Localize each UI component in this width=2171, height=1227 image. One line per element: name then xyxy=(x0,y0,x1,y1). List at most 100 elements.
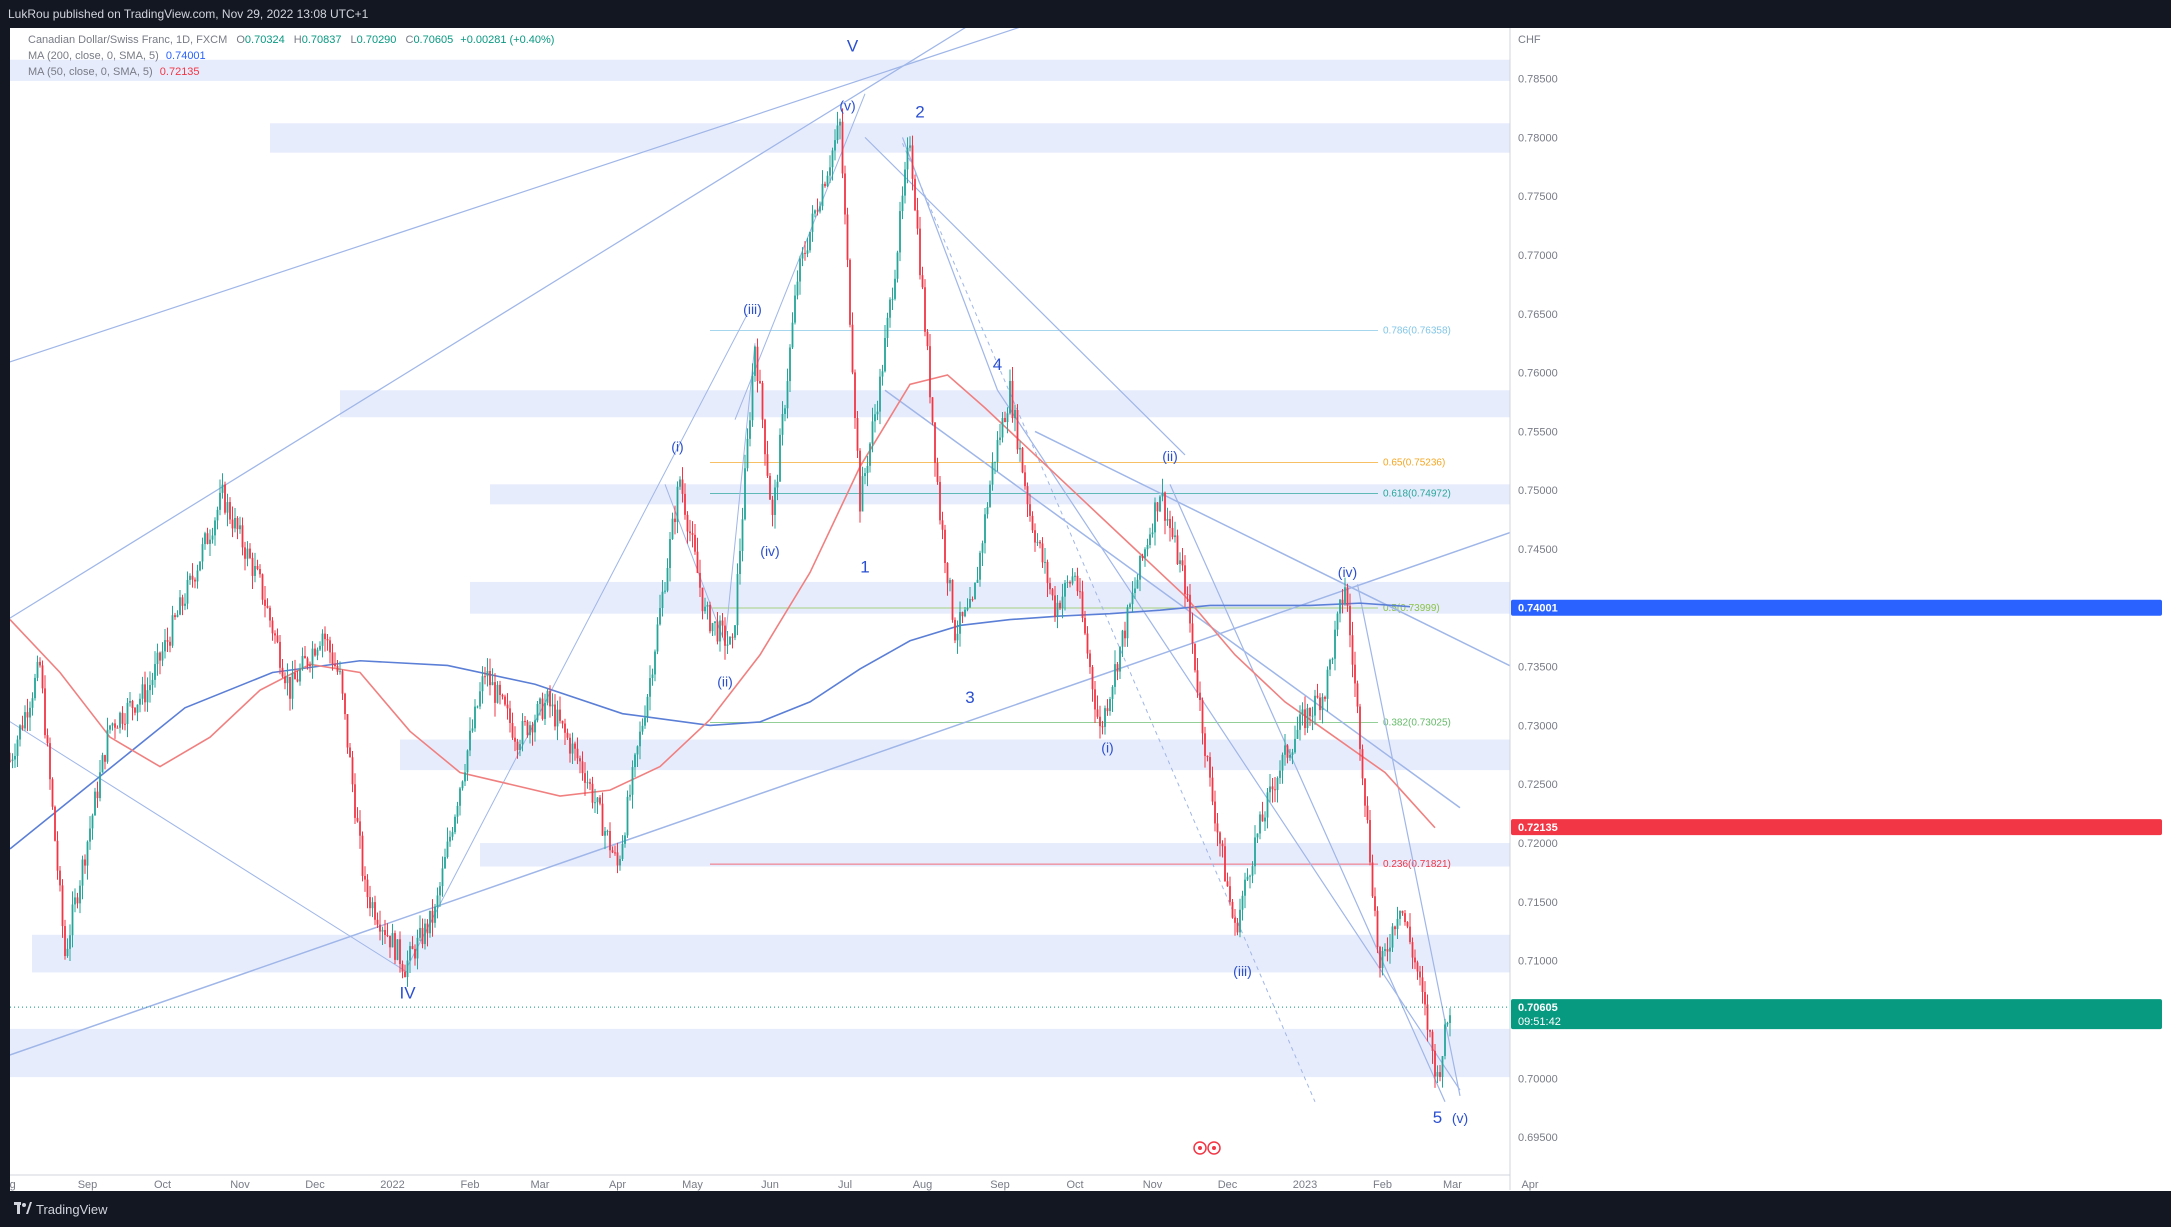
candle-body xyxy=(736,574,739,626)
candle-body xyxy=(881,371,884,377)
candle-body xyxy=(84,859,86,866)
candle-body xyxy=(1061,596,1064,609)
trend-line xyxy=(902,143,1316,1102)
candle-body xyxy=(826,175,829,187)
candle-body xyxy=(1289,754,1291,758)
candle-body xyxy=(516,741,519,751)
candle-body xyxy=(766,454,769,476)
x-tick-label: May xyxy=(682,1179,703,1191)
y-tick-label: 0.71000 xyxy=(1518,956,1558,968)
candle-body xyxy=(179,597,181,615)
candle-body xyxy=(144,684,146,703)
published-info: LukRou published on TradingView.com, Nov… xyxy=(8,7,369,21)
candle-body xyxy=(204,533,206,545)
wave-labels: V (v) 2 (iii) 4 (i) (ii) (iv) 1 (iv) (ii) 3 (i) (iii)… xyxy=(399,37,1468,1127)
candle-body xyxy=(679,479,681,487)
candle-body xyxy=(1441,1056,1444,1077)
trend-line xyxy=(724,343,756,644)
candle-body xyxy=(1229,886,1231,902)
candle-body xyxy=(536,703,539,721)
candle-body xyxy=(504,696,506,705)
candle-body xyxy=(229,502,231,520)
candle-body xyxy=(461,781,464,789)
candle-body xyxy=(74,897,76,905)
candle-body xyxy=(591,783,594,803)
candle-body xyxy=(251,557,254,576)
candle-body xyxy=(769,475,771,500)
candle-body xyxy=(369,897,371,909)
candle-body xyxy=(321,633,324,646)
candle-body xyxy=(689,531,691,534)
candle-body xyxy=(911,145,914,179)
candle-body xyxy=(351,757,354,785)
candle-body xyxy=(324,633,326,640)
price-chart[interactable]: 0.786(0.76358) 0.65(0.75236) 0.618(0.74972… xyxy=(0,0,2171,1191)
x-tick-label: Oct xyxy=(154,1179,171,1191)
wave-label: (v) xyxy=(1452,1110,1468,1126)
candle-body xyxy=(901,195,904,212)
wave-label: (ii) xyxy=(717,674,733,690)
candle-body xyxy=(779,434,781,482)
candle-body xyxy=(821,183,824,207)
candle-body xyxy=(631,767,634,795)
candle-body xyxy=(1109,698,1111,712)
candle-body xyxy=(1176,535,1179,565)
candle-body xyxy=(424,923,426,945)
y-tick-label: 0.72000 xyxy=(1518,838,1558,850)
legend-ma200-label: MA (200, close, 0, SMA, 5) xyxy=(28,50,159,62)
candle-body xyxy=(366,879,369,898)
candle-body xyxy=(1184,565,1186,595)
candle-body xyxy=(839,121,841,126)
candle-body xyxy=(1134,588,1136,594)
candle-body xyxy=(1249,875,1251,877)
candle-body xyxy=(439,886,441,896)
price-badge-timer: 09:51:42 xyxy=(1518,1016,1561,1028)
fib-label: 0.786(0.76358) xyxy=(1383,325,1451,336)
candle-body xyxy=(744,468,746,520)
candle-body xyxy=(1206,755,1209,758)
candle-body xyxy=(36,661,39,678)
candle-body xyxy=(1366,805,1369,820)
candle-body xyxy=(19,725,21,740)
candle-body xyxy=(849,259,851,325)
y-tick-label: 0.73000 xyxy=(1518,720,1558,732)
candle-body xyxy=(1186,594,1189,596)
candle-body xyxy=(746,438,749,469)
candle-body xyxy=(1104,708,1106,727)
candle-body xyxy=(1074,575,1076,577)
candle-body xyxy=(454,816,456,833)
candle-body xyxy=(526,721,529,736)
candle-body xyxy=(1301,709,1304,715)
candle-body xyxy=(714,621,716,624)
candle-body xyxy=(846,214,849,260)
x-tick-label: Dec xyxy=(1218,1179,1238,1191)
candle-body xyxy=(686,514,689,532)
legend-close: 0.70605 xyxy=(413,34,454,46)
candle-body xyxy=(124,723,126,725)
candle-body xyxy=(534,720,536,733)
candle-body xyxy=(561,720,564,724)
candle-body xyxy=(1144,549,1146,558)
candle-body xyxy=(1409,926,1411,943)
candle-body xyxy=(729,636,731,645)
candle-body xyxy=(851,324,854,373)
candle-body xyxy=(1246,876,1249,880)
candle-body xyxy=(1029,504,1031,516)
candle-body xyxy=(971,599,974,601)
candle-body xyxy=(1324,696,1326,699)
candle-body xyxy=(499,684,501,695)
candle-body xyxy=(1331,658,1334,660)
candle-body xyxy=(861,476,864,512)
candle-body xyxy=(701,587,704,612)
candle-body xyxy=(576,748,579,759)
x-tick-label: Jun xyxy=(761,1179,779,1191)
candle-body xyxy=(489,670,491,686)
candle-body xyxy=(174,615,176,618)
chart-frame[interactable]: 0.786(0.76358) 0.65(0.75236) 0.618(0.74972… xyxy=(0,0,2171,1191)
candle-body xyxy=(1359,706,1361,750)
candle-body xyxy=(69,935,71,949)
candle-body xyxy=(1136,579,1139,589)
candle-body xyxy=(674,518,676,523)
legend-ma50-label: MA (50, close, 0, SMA, 5) xyxy=(28,66,153,78)
candle-body xyxy=(946,562,949,584)
